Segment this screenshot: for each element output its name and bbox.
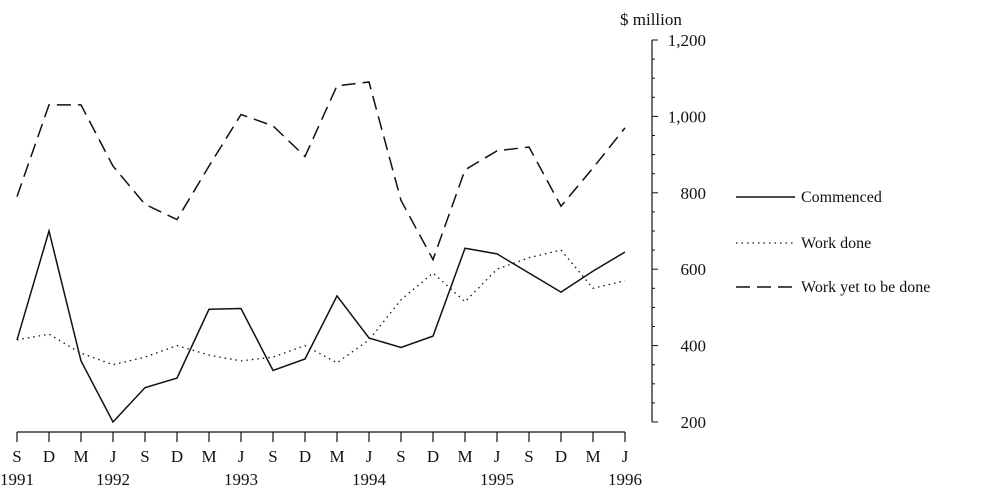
x-year-label: 1996 [608, 470, 642, 489]
x-tick-label: D [427, 447, 439, 466]
x-year-label: 1995 [480, 470, 514, 489]
x-tick-label: D [43, 447, 55, 466]
x-tick-label: J [622, 447, 629, 466]
x-year-label: 1992 [96, 470, 130, 489]
x-year-label: 1994 [352, 470, 387, 489]
series-line-work-yet-to-be-done [16, 81, 626, 262]
x-tick-label: D [299, 447, 311, 466]
x-tick-label: S [12, 447, 21, 466]
series-line-work-done [16, 249, 626, 366]
x-tick-label: M [329, 447, 344, 466]
y-tick-label: 400 [681, 337, 707, 356]
y-axis-title: $ million [620, 10, 682, 29]
x-tick-label: S [524, 447, 533, 466]
y-tick-label: 200 [681, 413, 707, 432]
x-tick-label: S [268, 447, 277, 466]
series-line-commenced [16, 228, 626, 424]
x-tick-label: D [555, 447, 567, 466]
x-tick-label: J [110, 447, 117, 466]
legend-label: Work yet to be done [801, 279, 930, 296]
x-tick-label: D [171, 447, 183, 466]
x-year-label: 1991 [0, 470, 34, 489]
x-tick-label: J [238, 447, 245, 466]
legend-label: Work done [801, 235, 871, 252]
legend-label: Commenced [801, 189, 882, 206]
y-tick-label: 600 [681, 260, 707, 279]
x-tick-label: M [73, 447, 88, 466]
y-axis: 200 400 600 800 1,000 1,200 [651, 31, 707, 432]
x-year-label: 1993 [224, 470, 258, 489]
y-tick-label: 800 [681, 184, 707, 203]
x-tick-label: M [457, 447, 472, 466]
x-tick-label: M [201, 447, 216, 466]
x-tick-label: J [366, 447, 373, 466]
x-tick-label: S [140, 447, 149, 466]
y-tick-label: 1,000 [668, 107, 706, 126]
x-tick-label: J [494, 447, 501, 466]
x-tick-label: M [585, 447, 600, 466]
y-tick-label: 1,200 [668, 31, 706, 50]
legend: Commenced Work done Work yet to be done [736, 189, 930, 296]
series-layer [16, 81, 626, 424]
x-tick-label: S [396, 447, 405, 466]
